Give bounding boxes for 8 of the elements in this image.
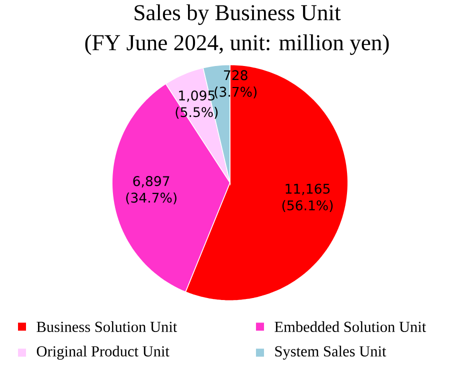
- legend-label: Embedded Solution Unit: [274, 321, 426, 332]
- legend-label: Original Product Unit: [36, 346, 170, 360]
- legend-label: System Sales Unit: [275, 346, 386, 360]
- data-label: 11,165 (56.1%): [282, 184, 333, 212]
- data-label: 6,897 (34.7%): [126, 176, 176, 204]
- legend-label: Business Solution Unit: [36, 321, 178, 332]
- chart-title: Sales by Business Unit: [134, 4, 341, 26]
- chart-subtitle: (FY June 2024, unit: million yen): [85, 34, 389, 56]
